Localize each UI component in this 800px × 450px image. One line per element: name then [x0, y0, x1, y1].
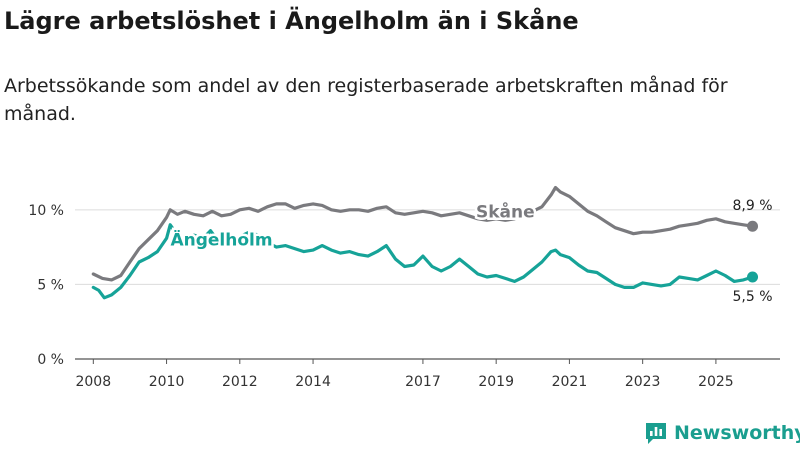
- series-line-angelholm: [91, 223, 755, 300]
- brand: Newsworthy: [644, 419, 800, 447]
- x-tick-label: 2025: [698, 374, 734, 390]
- page-subtitle: Arbetssökande som andel av den registerb…: [4, 75, 728, 125]
- x-tick-label: 2014: [295, 374, 331, 390]
- x-tick-label: 2010: [149, 374, 185, 390]
- series-end-label: 5,5 %: [733, 289, 773, 305]
- newsworthy-logo-icon: [646, 423, 666, 444]
- y-tick-label: 5 %: [37, 277, 64, 293]
- x-tick-label: 2017: [405, 374, 441, 390]
- series-annotation: Ängelholm: [170, 229, 272, 251]
- x-tick-label: 2023: [625, 374, 661, 390]
- brand-name: Newsworthy: [674, 422, 800, 444]
- x-tick-label: 2019: [478, 374, 514, 390]
- x-tick-label: 2012: [222, 374, 258, 390]
- y-tick-label: 10 %: [28, 203, 64, 219]
- series-line-skane: [91, 185, 755, 282]
- x-tick-label: 2021: [552, 374, 588, 390]
- page-title: Lägre arbetslöshet i Ängelholm än i Skån…: [4, 7, 579, 35]
- y-tick-label: 0 %: [37, 352, 64, 368]
- series-end-dot: [747, 220, 759, 232]
- series-annotation: Skåne: [476, 200, 535, 222]
- x-tick-label: 2008: [75, 374, 111, 390]
- series-end-dot: [747, 271, 759, 283]
- series-end-label: 8,9 %: [733, 198, 773, 214]
